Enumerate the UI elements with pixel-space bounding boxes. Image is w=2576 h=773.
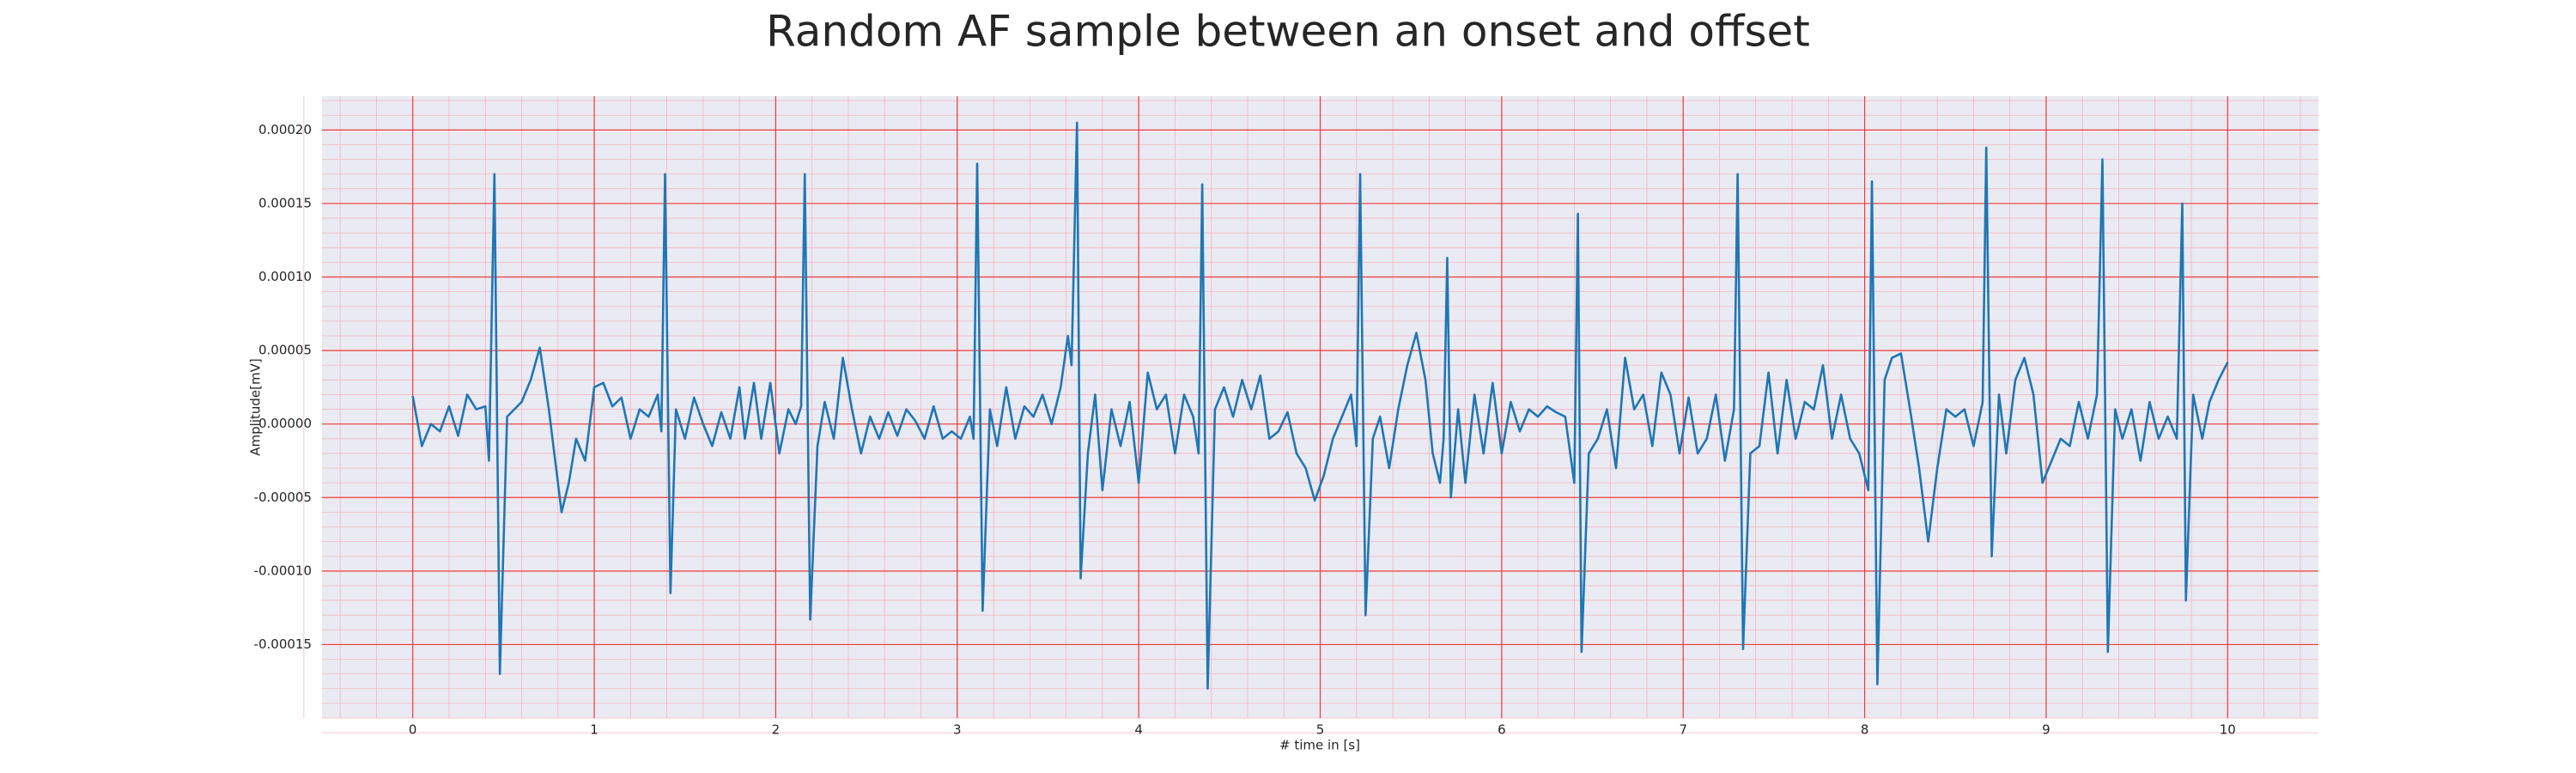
y-tick-label: 0.00020	[258, 122, 312, 137]
x-tick-label: 0	[409, 722, 417, 738]
x-axis-label: # time in [s]	[1279, 738, 1360, 753]
x-tick-label: 7	[1679, 722, 1687, 738]
x-tick-label: 9	[2042, 722, 2050, 738]
y-tick-label: 0.00010	[258, 269, 312, 284]
x-tick-label: 10	[2220, 722, 2236, 738]
y-tick-label: 0.00015	[258, 195, 312, 210]
signal-line	[411, 121, 2229, 691]
x-tick-label: 3	[953, 722, 962, 738]
x-tick-label: 6	[1498, 722, 1506, 738]
chart-title: Random AF sample between an onset and of…	[766, 7, 1810, 57]
y-tick-label: -0.00005	[254, 490, 312, 505]
x-tick-label: 1	[590, 722, 598, 738]
y-tick-label: 0.00005	[258, 343, 312, 358]
x-tick-label: 5	[1316, 722, 1325, 738]
x-tick-label: 2	[772, 722, 781, 738]
y-tick-label: -0.00010	[254, 563, 312, 578]
x-tick-label: 4	[1134, 722, 1143, 738]
x-tick-label: 8	[1861, 722, 1869, 738]
y-axis-label: Amplitude[mV]	[248, 358, 264, 455]
y-tick-label: -0.00015	[254, 636, 312, 652]
y-tick-label: 0.00000	[258, 416, 312, 431]
